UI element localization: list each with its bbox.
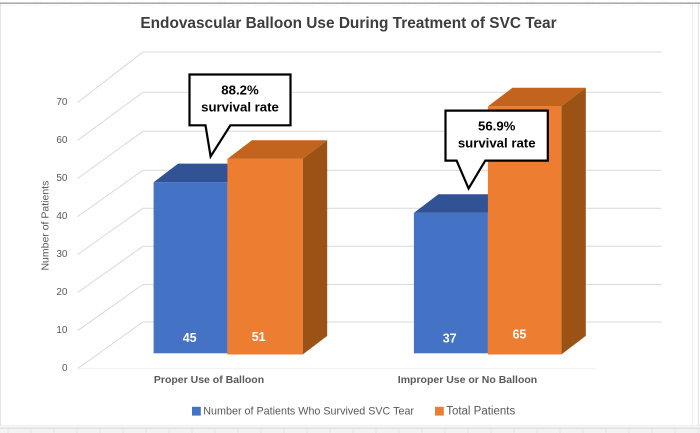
svg-text:Number of Patients Who Survive: Number of Patients Who Survived SVC Tear bbox=[203, 406, 414, 418]
svg-text:37: 37 bbox=[443, 332, 457, 346]
svg-text:30: 30 bbox=[56, 249, 68, 260]
svg-text:10: 10 bbox=[56, 325, 68, 336]
svg-text:70: 70 bbox=[56, 97, 68, 108]
svg-text:51: 51 bbox=[252, 330, 266, 344]
svg-text:65: 65 bbox=[512, 328, 526, 342]
svg-text:40: 40 bbox=[56, 211, 68, 222]
svg-text:50: 50 bbox=[56, 173, 68, 184]
svg-text:Number of Patients: Number of Patients bbox=[40, 181, 52, 271]
svg-text:Improper Use or No Balloon: Improper Use or No Balloon bbox=[398, 374, 537, 386]
svg-text:survival rate: survival rate bbox=[201, 100, 279, 115]
svg-text:Proper Use of Balloon: Proper Use of Balloon bbox=[154, 374, 264, 386]
svg-text:0: 0 bbox=[62, 363, 68, 374]
svg-text:Endovascular Balloon Use Durin: Endovascular Balloon Use During Treatmen… bbox=[140, 15, 556, 32]
svg-text:20: 20 bbox=[56, 287, 68, 298]
svg-text:survival rate: survival rate bbox=[458, 136, 536, 151]
svg-text:88.2%: 88.2% bbox=[221, 82, 259, 97]
svg-text:45: 45 bbox=[183, 331, 197, 345]
svg-text:Total Patients: Total Patients bbox=[446, 406, 515, 418]
svg-text:56.9%: 56.9% bbox=[478, 118, 516, 133]
svg-text:60: 60 bbox=[56, 135, 68, 146]
